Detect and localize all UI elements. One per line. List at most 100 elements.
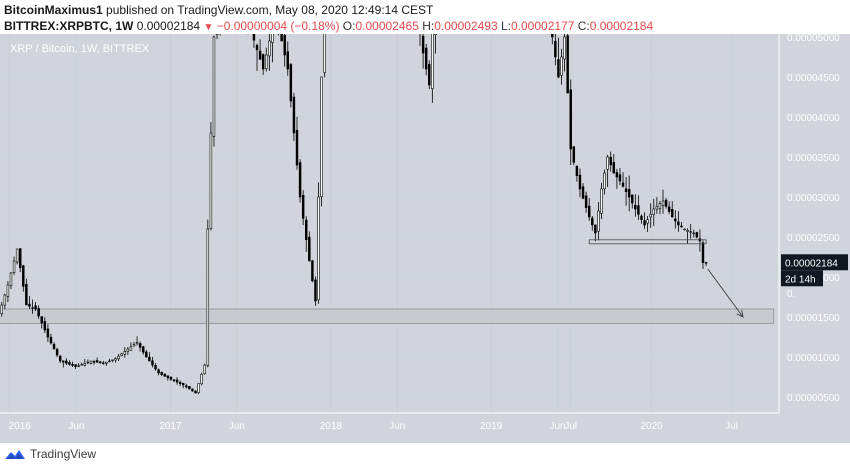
- candle-body: [594, 224, 597, 234]
- candle-body: [52, 343, 56, 350]
- price-chart[interactable]: XRP / Bitcoin, 1W, BITTREX 0.000005000.0…: [0, 34, 850, 443]
- candle-body: [15, 248, 19, 263]
- candle-body: [683, 228, 686, 231]
- candle-body: [40, 316, 43, 324]
- y-axis[interactable]: 0.000005000.000010000.000015000.00002000…: [778, 34, 850, 413]
- y-tick-label-partial: 0.: [787, 289, 795, 300]
- candle-body: [98, 361, 102, 364]
- candle-body: [323, 34, 326, 73]
- support-line-group[interactable]: [588, 239, 707, 245]
- candle-body: [563, 36, 566, 60]
- candle-body: [145, 351, 148, 358]
- candle-body: [188, 386, 191, 390]
- projection-arrow[interactable]: [707, 268, 744, 318]
- down-arrow-icon: ▼: [203, 22, 214, 33]
- candle-body: [0, 304, 3, 314]
- candle-body: [80, 364, 83, 366]
- candle-body: [587, 205, 591, 218]
- x-tick-label: 2017: [159, 421, 182, 432]
- candle-body: [627, 189, 631, 198]
- candle-body: [157, 369, 160, 374]
- candle-body: [55, 349, 59, 356]
- candle-body: [43, 321, 47, 331]
- candle-body: [129, 346, 133, 351]
- candle-body: [428, 64, 431, 86]
- symbol-label[interactable]: BITTREX:XRPBTC, 1W: [4, 19, 134, 33]
- candle-body: [154, 364, 157, 370]
- candle-body: [123, 351, 127, 355]
- candle-body: [308, 236, 311, 262]
- candle-body: [102, 362, 105, 364]
- author-name[interactable]: BitcoinMaximus1: [4, 3, 103, 17]
- x-tick-label: 2016: [9, 421, 32, 432]
- candle-body: [166, 375, 170, 379]
- y-tick-label: 0.00001000: [787, 353, 840, 364]
- candle-body: [255, 44, 259, 51]
- candle-body: [569, 89, 572, 150]
- y-tick-label: 0.00002500: [787, 233, 840, 244]
- candle-body: [286, 51, 290, 70]
- candle-body: [578, 174, 582, 190]
- candle-body: [74, 364, 77, 367]
- y-tick-label: 0.00001500: [787, 313, 840, 324]
- candle-body: [252, 34, 256, 41]
- candle-body: [169, 376, 173, 380]
- publish-line: BitcoinMaximus1 published on TradingView…: [4, 2, 850, 18]
- open-label: O:: [342, 19, 356, 33]
- candle-body: [434, 34, 437, 36]
- candle-body: [621, 182, 625, 187]
- candle-body: [560, 56, 563, 76]
- candle-body: [68, 362, 71, 365]
- candle-body: [206, 228, 210, 366]
- candle-body: [49, 336, 53, 344]
- high-value: 0.00002493: [434, 19, 498, 33]
- candle-body: [265, 54, 268, 69]
- candle-body: [640, 215, 643, 220]
- candle-body: [431, 34, 434, 89]
- candle-body: [175, 379, 179, 383]
- price-change: −0.00000004 (−0.18%): [216, 19, 340, 33]
- last-price-tag-label: 0.00002184: [785, 258, 838, 269]
- y-tick-label: 0.00000500: [787, 393, 840, 404]
- x-tick-label: Jun: [389, 421, 405, 432]
- tradingview-logo-icon: [5, 450, 25, 459]
- y-tick-label: 0.00003500: [787, 153, 840, 164]
- y-tick-label: 0.00005000: [787, 34, 840, 44]
- candle-body: [655, 206, 659, 210]
- candle-body: [194, 390, 197, 394]
- candle-body: [292, 96, 296, 134]
- candle-body: [674, 218, 677, 222]
- candle-body: [612, 161, 616, 174]
- candle-body: [142, 346, 145, 353]
- candle-body: [661, 200, 665, 206]
- support-zone[interactable]: [0, 308, 775, 324]
- candle-body: [209, 132, 213, 230]
- high-label: H:: [422, 19, 435, 33]
- candle-body: [111, 359, 114, 361]
- y-tick-label: 0.00003000: [787, 193, 840, 204]
- candle-body: [151, 360, 154, 366]
- candle-body: [624, 188, 628, 192]
- candle-body: [658, 203, 662, 210]
- x-tick-label: 2018: [320, 421, 343, 432]
- candle-body: [108, 360, 111, 363]
- candle-body: [95, 360, 99, 363]
- candle-body: [148, 356, 151, 362]
- tradingview-footer[interactable]: TradingView: [4, 445, 96, 463]
- candles: [0, 34, 708, 395]
- candle-body: [584, 195, 588, 208]
- plot-area[interactable]: [0, 34, 779, 413]
- candle-body: [114, 358, 117, 361]
- candle-body: [197, 383, 200, 393]
- candle-body: [83, 362, 87, 366]
- candle-body: [618, 174, 622, 182]
- y-axis-background: [779, 34, 850, 413]
- candle-body: [28, 303, 31, 307]
- candle-body: [591, 217, 594, 226]
- close-label: C:: [577, 19, 590, 33]
- candle-body: [135, 342, 139, 345]
- candle-body: [311, 260, 314, 282]
- candle-body: [551, 34, 554, 38]
- last-price-tag: [781, 254, 848, 271]
